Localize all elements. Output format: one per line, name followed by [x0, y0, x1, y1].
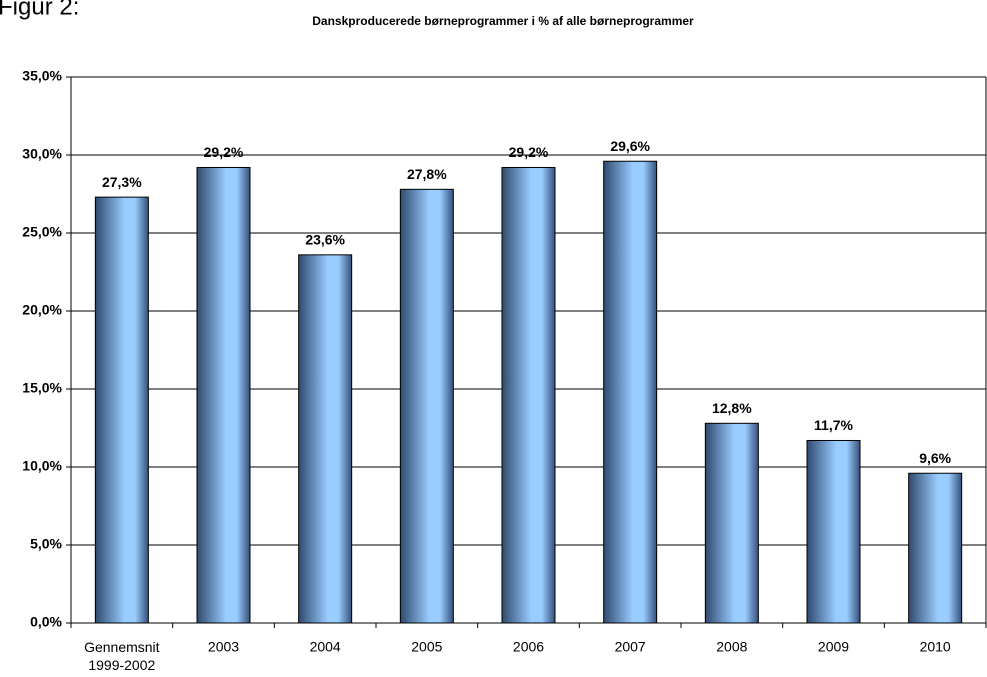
bar — [603, 160, 658, 624]
y-tick-label: 25,0% — [22, 224, 62, 240]
bar — [806, 439, 861, 624]
bar — [196, 166, 251, 624]
data-label: 11,7% — [814, 417, 853, 433]
y-tick-label: 35,0% — [22, 68, 62, 84]
data-label: 23,6% — [305, 232, 345, 248]
bar — [399, 188, 454, 624]
figure-label: Figur 2: — [0, 0, 79, 20]
x-tick-label: 2007 — [615, 639, 646, 655]
data-label: 27,8% — [407, 166, 447, 182]
y-tick-label: 15,0% — [22, 380, 62, 396]
data-label: 12,8% — [712, 400, 752, 416]
data-label: 27,3% — [102, 174, 142, 190]
data-label: 29,2% — [509, 144, 549, 160]
data-label: 29,6% — [610, 138, 650, 154]
y-tick-label: 5,0% — [30, 536, 62, 552]
x-tick-label: 2010 — [920, 639, 951, 655]
y-tick-label: 10,0% — [22, 458, 62, 474]
x-tick-label: 2004 — [310, 639, 341, 655]
x-tick-label: 2003 — [208, 639, 239, 655]
bar — [704, 422, 759, 624]
x-tick-label: 2009 — [818, 639, 849, 655]
y-tick-label: 20,0% — [22, 302, 62, 318]
y-tick-label: 30,0% — [22, 146, 62, 162]
x-tick-label: 2005 — [411, 639, 442, 655]
chart-title: Danskproducerede børneprogrammer i % af … — [312, 14, 694, 28]
y-tick-label: 0,0% — [30, 614, 62, 630]
bar — [908, 472, 963, 624]
bar — [298, 254, 353, 624]
bar — [94, 196, 149, 624]
data-label: 29,2% — [204, 144, 244, 160]
x-tick-label: 2006 — [513, 639, 544, 655]
x-tick-label: 2008 — [716, 639, 747, 655]
bar — [501, 166, 556, 624]
x-tick-label: Gennemsnit 1999-2002 — [84, 639, 160, 673]
data-label: 9,6% — [919, 450, 951, 466]
